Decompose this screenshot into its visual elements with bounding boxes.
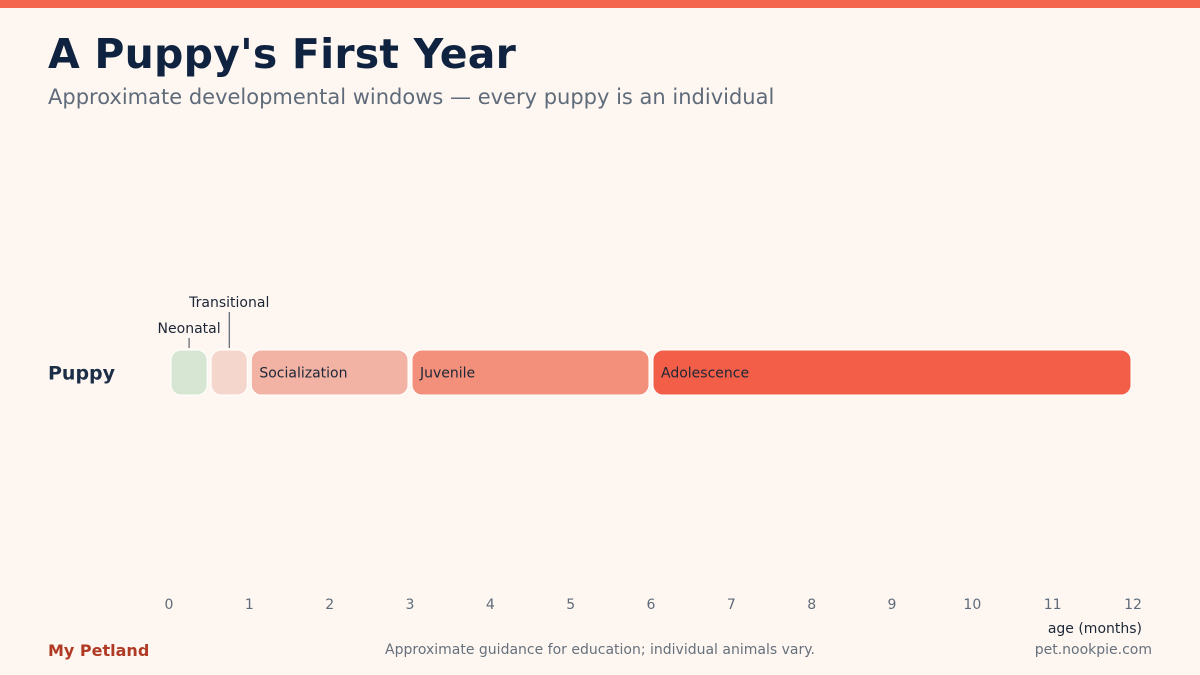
x-tick-label: 4	[486, 597, 495, 613]
segment-label-socialization: Socialization	[259, 366, 347, 382]
accent-top-bar	[0, 0, 1200, 8]
segment-bar-neonatal	[170, 349, 208, 396]
x-tick-label: 3	[406, 597, 415, 613]
x-tick-label: 6	[647, 597, 656, 613]
x-tick-label: 12	[1124, 597, 1142, 613]
segment-bar-transitional	[210, 349, 248, 396]
x-tick-label: 10	[963, 597, 981, 613]
x-axis-label: age (months)	[1048, 621, 1142, 637]
x-tick-label: 2	[325, 597, 334, 613]
x-tick-label: 0	[165, 597, 174, 613]
segment-label-neonatal: Neonatal	[158, 321, 221, 337]
footer-note: Approximate guidance for education; indi…	[385, 642, 815, 658]
footer-url: pet.nookpie.com	[1034, 642, 1152, 658]
x-tick-label: 9	[888, 597, 897, 613]
x-tick-label: 5	[566, 597, 575, 613]
x-tick-label: 1	[245, 597, 254, 613]
segment-bar-adolescence	[652, 349, 1132, 396]
page-title: A Puppy's First Year	[48, 30, 517, 78]
x-tick-label: 7	[727, 597, 736, 613]
brand-name: My Petland	[48, 641, 150, 660]
segment-bar-juvenile	[411, 349, 650, 396]
page-subtitle: Approximate developmental windows — ever…	[48, 85, 775, 109]
segment-label-transitional: Transitional	[188, 295, 269, 311]
x-tick-label: 11	[1044, 597, 1062, 613]
segment-bar-socialization	[250, 349, 409, 396]
x-tick-label: 8	[807, 597, 816, 613]
segment-label-juvenile: Juvenile	[419, 366, 475, 382]
row-label: Puppy	[48, 363, 116, 385]
segment-label-adolescence: Adolescence	[661, 366, 749, 382]
